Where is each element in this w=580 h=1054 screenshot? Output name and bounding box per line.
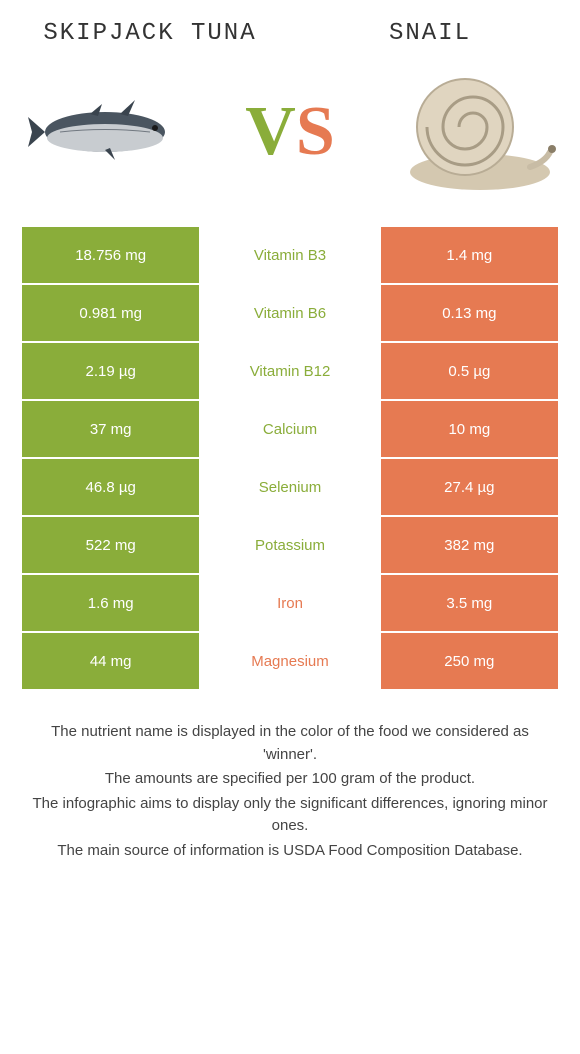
footer-line: The nutrient name is displayed in the co… bbox=[25, 721, 555, 766]
right-value: 3.5 mg bbox=[381, 575, 558, 631]
left-value: 46.8 µg bbox=[22, 459, 199, 515]
right-value: 10 mg bbox=[381, 401, 558, 457]
right-value: 1.4 mg bbox=[381, 227, 558, 283]
footer-line: The infographic aims to display only the… bbox=[25, 793, 555, 838]
nutrient-label: Vitamin B3 bbox=[201, 227, 378, 283]
vs-s: S bbox=[296, 93, 335, 170]
table-row: 44 mgMagnesium250 mg bbox=[22, 633, 558, 689]
left-food-title: Skipjack tuna bbox=[10, 20, 290, 47]
table-row: 18.756 mgVitamin B31.4 mg bbox=[22, 227, 558, 283]
nutrient-label: Potassium bbox=[201, 517, 378, 573]
right-value: 0.13 mg bbox=[381, 285, 558, 341]
left-value: 0.981 mg bbox=[22, 285, 199, 341]
right-value: 27.4 µg bbox=[381, 459, 558, 515]
table-row: 522 mgPotassium382 mg bbox=[22, 517, 558, 573]
right-value: 250 mg bbox=[381, 633, 558, 689]
right-food-title: Snail bbox=[290, 20, 570, 47]
left-value: 522 mg bbox=[22, 517, 199, 573]
right-value: 0.5 µg bbox=[381, 343, 558, 399]
footer-notes: The nutrient name is displayed in the co… bbox=[0, 691, 580, 884]
table-row: 37 mgCalcium10 mg bbox=[22, 401, 558, 457]
left-value: 18.756 mg bbox=[22, 227, 199, 283]
nutrition-table: 18.756 mgVitamin B31.4 mg0.981 mgVitamin… bbox=[22, 227, 558, 689]
images-row: VS bbox=[0, 57, 580, 227]
nutrient-label: Calcium bbox=[201, 401, 378, 457]
nutrient-label: Selenium bbox=[201, 459, 378, 515]
nutrient-label: Iron bbox=[201, 575, 378, 631]
table-row: 0.981 mgVitamin B60.13 mg bbox=[22, 285, 558, 341]
vs-v: V bbox=[245, 93, 296, 170]
left-value: 37 mg bbox=[22, 401, 199, 457]
nutrient-label: Magnesium bbox=[201, 633, 378, 689]
footer-line: The amounts are specified per 100 gram o… bbox=[25, 768, 555, 791]
table-row: 46.8 µgSelenium27.4 µg bbox=[22, 459, 558, 515]
right-value: 382 mg bbox=[381, 517, 558, 573]
snail-image bbox=[380, 67, 560, 197]
left-value: 2.19 µg bbox=[22, 343, 199, 399]
vs-label: VS bbox=[245, 97, 335, 167]
left-value: 1.6 mg bbox=[22, 575, 199, 631]
header: Skipjack tuna Snail bbox=[0, 0, 580, 57]
tuna-image bbox=[20, 67, 200, 197]
nutrient-label: Vitamin B12 bbox=[201, 343, 378, 399]
left-value: 44 mg bbox=[22, 633, 199, 689]
footer-line: The main source of information is USDA F… bbox=[25, 840, 555, 863]
table-row: 2.19 µgVitamin B120.5 µg bbox=[22, 343, 558, 399]
table-row: 1.6 mgIron3.5 mg bbox=[22, 575, 558, 631]
nutrient-label: Vitamin B6 bbox=[201, 285, 378, 341]
